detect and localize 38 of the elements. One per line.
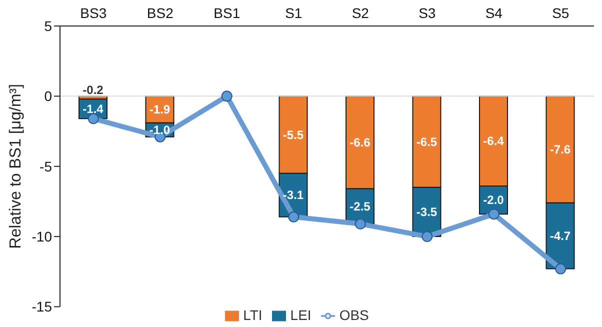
- data-label: -6.5: [416, 134, 438, 149]
- data-label: -2.0: [483, 193, 504, 208]
- data-label: -3.1: [282, 188, 304, 202]
- x-tick-label: S3: [418, 5, 436, 21]
- point: [555, 263, 566, 274]
- y-tick-label: 0: [44, 88, 52, 104]
- point: [88, 113, 99, 124]
- y-tick-label: 5: [44, 18, 52, 34]
- data-label: -0.2: [82, 83, 104, 98]
- data-label: -5.5: [282, 128, 304, 142]
- data-label: -1.4: [82, 102, 104, 116]
- x-tick-label: BS3: [80, 5, 107, 21]
- data-label: -1.0: [149, 122, 170, 137]
- y-axis-title: Relative to BS1 [μg/m³]: [8, 84, 24, 249]
- legend-label: OBS: [339, 306, 369, 323]
- legend-label: LTI: [243, 306, 262, 323]
- y-tick-label: -10: [32, 228, 52, 244]
- point: [288, 211, 300, 222]
- data-label: -2.5: [350, 199, 371, 214]
- data-label: -7.6: [550, 142, 571, 157]
- data-label: -6.6: [350, 135, 371, 150]
- data-label: -3.5: [416, 204, 438, 219]
- data-label: -4.7: [550, 228, 571, 243]
- legend-label: LEI: [290, 306, 312, 323]
- point: [221, 90, 232, 102]
- x-tick-label: S4: [485, 5, 503, 21]
- x-tick-label: S2: [352, 5, 370, 21]
- x-tick-label: S5: [552, 5, 570, 21]
- data-label: -6.4: [483, 134, 504, 148]
- data-label: -1.9: [149, 102, 170, 117]
- y-tick-label: -15: [32, 298, 52, 315]
- point: [422, 231, 433, 242]
- point: [488, 208, 500, 220]
- point: [354, 218, 366, 230]
- x-tick-label: S1: [285, 5, 302, 21]
- x-tick-label: BS1: [214, 5, 240, 21]
- x-tick-label: BS2: [146, 5, 174, 21]
- y-tick-label: -5: [40, 158, 52, 174]
